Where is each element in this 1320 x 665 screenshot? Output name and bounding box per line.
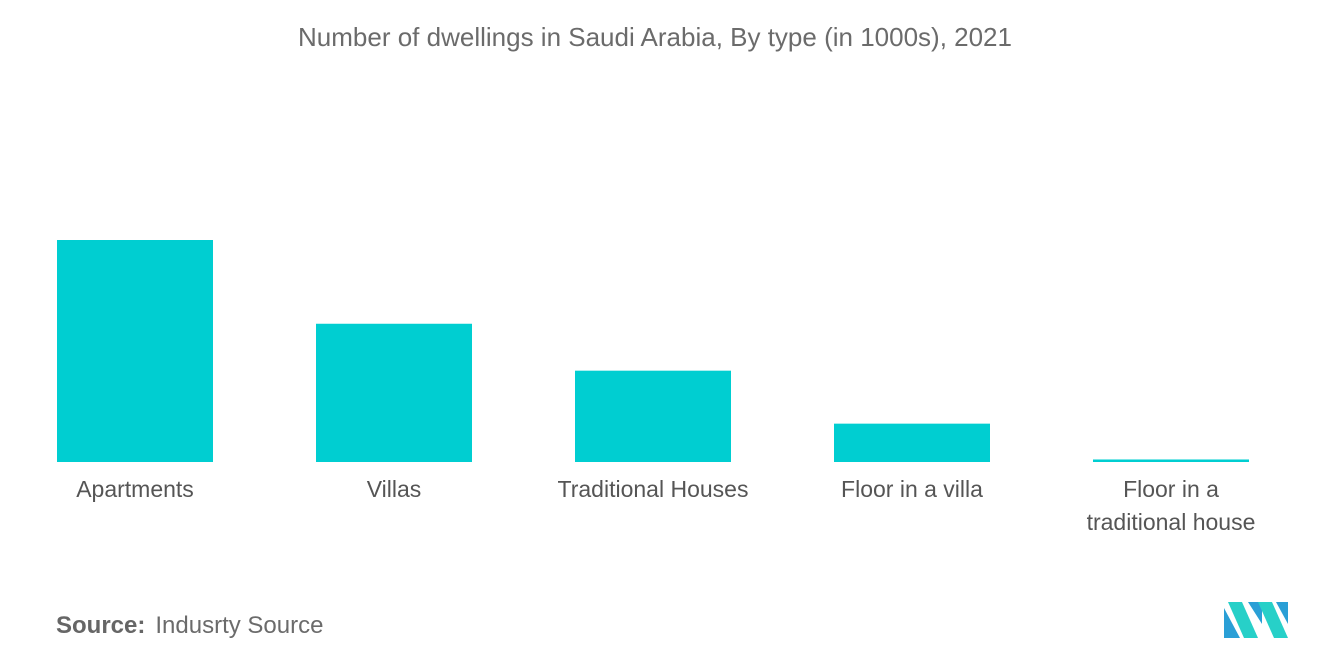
bar-0 (57, 240, 213, 462)
x-tick-label-3: Floor in a villa (841, 476, 983, 502)
x-tick-label-1: Villas (367, 476, 422, 502)
bar-chart: Apartments Villas Traditional Houses Floor … (57, 240, 1256, 535)
x-tick-label-4: Floor in a traditional house (1087, 476, 1256, 535)
mordor-intelligence-logo-icon (1224, 602, 1288, 638)
bar-4 (1093, 459, 1249, 462)
source-label: Source: (56, 612, 146, 639)
source-note: Source: Indusrty Source (56, 612, 323, 640)
bar-3 (834, 423, 990, 462)
chart-title: Number of dwellings in Saudi Arabia, By … (298, 22, 1012, 52)
bar-1 (316, 323, 472, 462)
x-tick-label-2: Traditional Houses (558, 476, 749, 502)
source-text: Indusrty Source (155, 612, 324, 639)
bar-2 (575, 370, 731, 462)
x-tick-label-0: Apartments (76, 476, 194, 502)
